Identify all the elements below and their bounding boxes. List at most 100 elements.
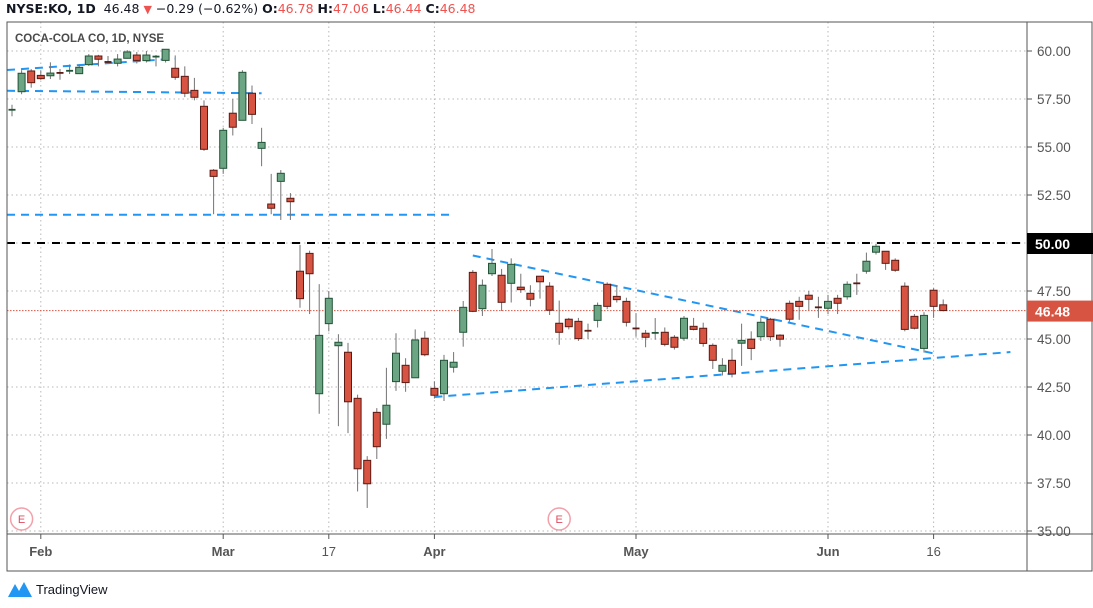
price-axis-label: 42.50 <box>1037 380 1071 395</box>
candle <box>843 281 852 300</box>
candle-body <box>900 285 909 330</box>
earnings-marker[interactable]: E <box>9 507 34 531</box>
candle-body <box>420 337 429 356</box>
earnings-marker[interactable]: E <box>547 507 571 531</box>
candle-body <box>891 259 900 271</box>
candle-body <box>238 71 247 121</box>
candle <box>382 367 391 439</box>
candle-body <box>641 332 650 338</box>
candle <box>315 284 324 414</box>
candle <box>881 250 890 270</box>
candle-body <box>372 411 381 448</box>
price-axis-label: 47.50 <box>1037 284 1071 299</box>
candle-body <box>8 108 16 111</box>
time-axis-label: May <box>623 544 649 559</box>
candle <box>641 329 650 348</box>
candle-body <box>75 66 84 75</box>
candle-body <box>651 331 659 334</box>
candle-body <box>555 322 564 333</box>
candle <box>171 55 180 80</box>
candle-body <box>468 271 477 312</box>
candle <box>814 296 822 318</box>
candle-body <box>708 344 717 361</box>
open-label: O: <box>262 1 278 16</box>
candle-body <box>334 341 343 347</box>
candle <box>862 252 871 274</box>
price-axis-label: 45.00 <box>1037 332 1071 347</box>
candle-body <box>17 72 26 93</box>
candle <box>257 127 266 167</box>
candle-body <box>910 315 919 329</box>
chart-legend: COCA-COLA CO, 1D, NYSE <box>15 33 165 45</box>
candle <box>401 358 410 392</box>
candle <box>651 318 659 340</box>
candle-body <box>152 55 160 58</box>
candle <box>929 288 938 318</box>
candle <box>545 282 554 315</box>
candle <box>660 327 669 347</box>
candle-body <box>862 260 871 272</box>
price-change: −0.29 (−0.62%) <box>155 1 259 16</box>
candle-body <box>689 325 698 330</box>
candle <box>324 291 333 332</box>
level-price-label: 50.00 <box>1035 236 1070 252</box>
candle-body <box>545 285 554 311</box>
candle <box>372 408 381 459</box>
candle <box>872 243 880 255</box>
candle-body <box>459 306 468 333</box>
candle-body <box>430 387 439 396</box>
candle <box>411 329 420 379</box>
low-label: L: <box>372 1 386 16</box>
last-price-box <box>1027 300 1093 322</box>
candle-body <box>804 294 813 300</box>
price-axis-label: 37.50 <box>1037 476 1071 491</box>
candle <box>219 127 228 174</box>
trend-line <box>472 254 934 355</box>
candle-body <box>603 283 612 307</box>
candle <box>46 62 55 80</box>
time-axis-label: Feb <box>29 544 52 559</box>
candle-body <box>929 289 938 307</box>
candle-body <box>881 250 890 264</box>
candle <box>603 282 612 310</box>
candle-body <box>670 336 679 348</box>
candle <box>747 331 756 361</box>
symbol-header: NYSE:KO, 1D 46.48 ▼ −0.29 (−0.62%) O:46.… <box>6 1 476 16</box>
candle <box>94 54 103 67</box>
last-price: 46.48 <box>103 1 140 16</box>
candle <box>8 104 16 117</box>
candle <box>420 331 429 357</box>
candle-body <box>680 317 688 339</box>
candle <box>200 100 208 151</box>
candle-body <box>824 300 832 309</box>
candle-body <box>632 327 640 330</box>
candle-body <box>920 314 928 349</box>
axes: 60.00 57.50 55.00 52.50 47.50 45.00 42.50 40.00… <box>6 21 1093 572</box>
candle-body <box>344 351 352 403</box>
last-price-label: 46.48 <box>1035 304 1070 320</box>
candle-body <box>315 334 324 395</box>
candle-body <box>411 339 420 379</box>
candle <box>430 381 439 399</box>
candle-body <box>305 252 314 275</box>
candle <box>286 193 295 220</box>
candle-body <box>219 129 228 169</box>
candle-body <box>84 55 93 66</box>
candle <box>353 394 362 492</box>
candle <box>132 51 141 64</box>
triangle-down-icon: ▼ <box>143 3 152 16</box>
candle-body <box>785 302 794 320</box>
tradingview-logo[interactable]: TradingView <box>7 580 108 598</box>
candle <box>459 300 468 347</box>
candle-body <box>36 74 45 80</box>
candle <box>756 317 765 341</box>
candle <box>113 54 122 67</box>
candle <box>478 279 487 316</box>
candle-body <box>814 306 822 309</box>
candle <box>593 302 602 328</box>
candle-body <box>526 292 535 300</box>
candle <box>564 317 573 330</box>
candle <box>152 55 160 67</box>
candle <box>161 48 170 63</box>
